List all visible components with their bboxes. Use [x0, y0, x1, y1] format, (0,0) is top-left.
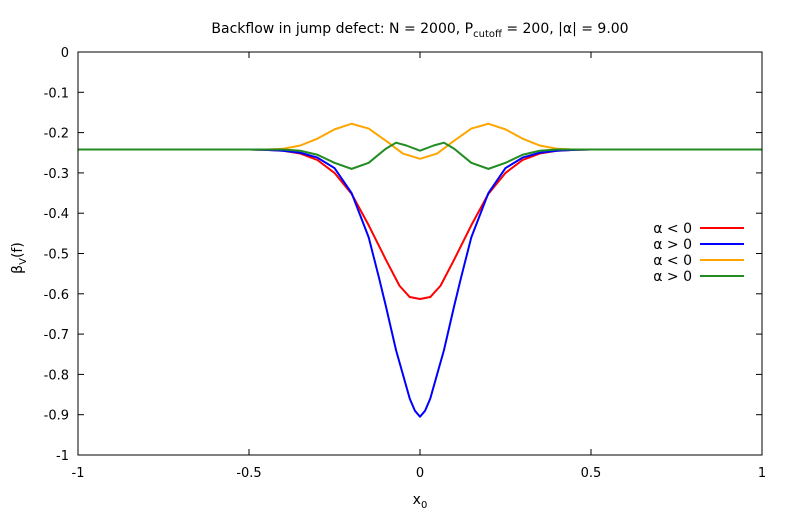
chart-title-subscript: cutoff	[473, 29, 503, 40]
chart-title-main: Backflow in jump defect: N = 2000, P	[211, 21, 473, 37]
y-tick-label: -0.4	[44, 207, 69, 222]
x-axis-label-subscript: 0	[421, 500, 427, 511]
y-tick-label: -0.1	[44, 86, 69, 101]
chart-title: Backflow in jump defect: N = 2000, Pcuto…	[211, 21, 628, 40]
legend-label-4: α > 0	[653, 269, 692, 285]
y-tick-label: -0.7	[44, 328, 69, 343]
series-line-2	[78, 148, 762, 418]
series-line-3	[78, 122, 762, 160]
y-tick-label: -1	[56, 449, 69, 464]
x-tick-label: 0.5	[581, 466, 602, 481]
y-axis-label-subscript: V	[18, 258, 29, 265]
y-axis-label-suffix: (f)	[10, 242, 26, 258]
legend-label-3: α < 0	[653, 253, 692, 269]
x-tick-label: -1	[72, 466, 85, 481]
y-tick-label: -0.9	[44, 409, 69, 424]
y-tick-label: -0.8	[44, 368, 69, 383]
y-tick-label: -0.5	[44, 248, 69, 263]
legend: α < 0α > 0α < 0α > 0	[653, 221, 744, 285]
plot-frame	[77, 51, 763, 456]
y-axis-label-base: β	[10, 265, 26, 274]
series-lines	[78, 122, 762, 418]
x-tick-label: -0.5	[236, 466, 261, 481]
series-line-4	[78, 141, 762, 170]
y-tick-label: -0.2	[44, 127, 69, 142]
x-axis-label-base: x	[413, 492, 421, 508]
legend-label-2: α > 0	[653, 237, 692, 253]
y-tick-label: -0.3	[44, 167, 69, 182]
legend-label-1: α < 0	[653, 221, 692, 237]
y-axis-label: βV(f)	[10, 242, 29, 274]
x-tick-label: 1	[758, 466, 766, 481]
y-tick-label: 0	[61, 46, 69, 61]
axis-ticks: -1 -0.5 0 0.5 1 0 -0.1 -0.2 -0.3 -0.4 -0.5 -0.6 -0.7…	[44, 46, 767, 481]
x-tick-label: 0	[416, 466, 424, 481]
x-axis-label: x0	[413, 492, 428, 511]
chart-title-suffix: = 200, |α| = 9.00	[502, 21, 629, 37]
y-tick-label: -0.6	[44, 288, 69, 303]
